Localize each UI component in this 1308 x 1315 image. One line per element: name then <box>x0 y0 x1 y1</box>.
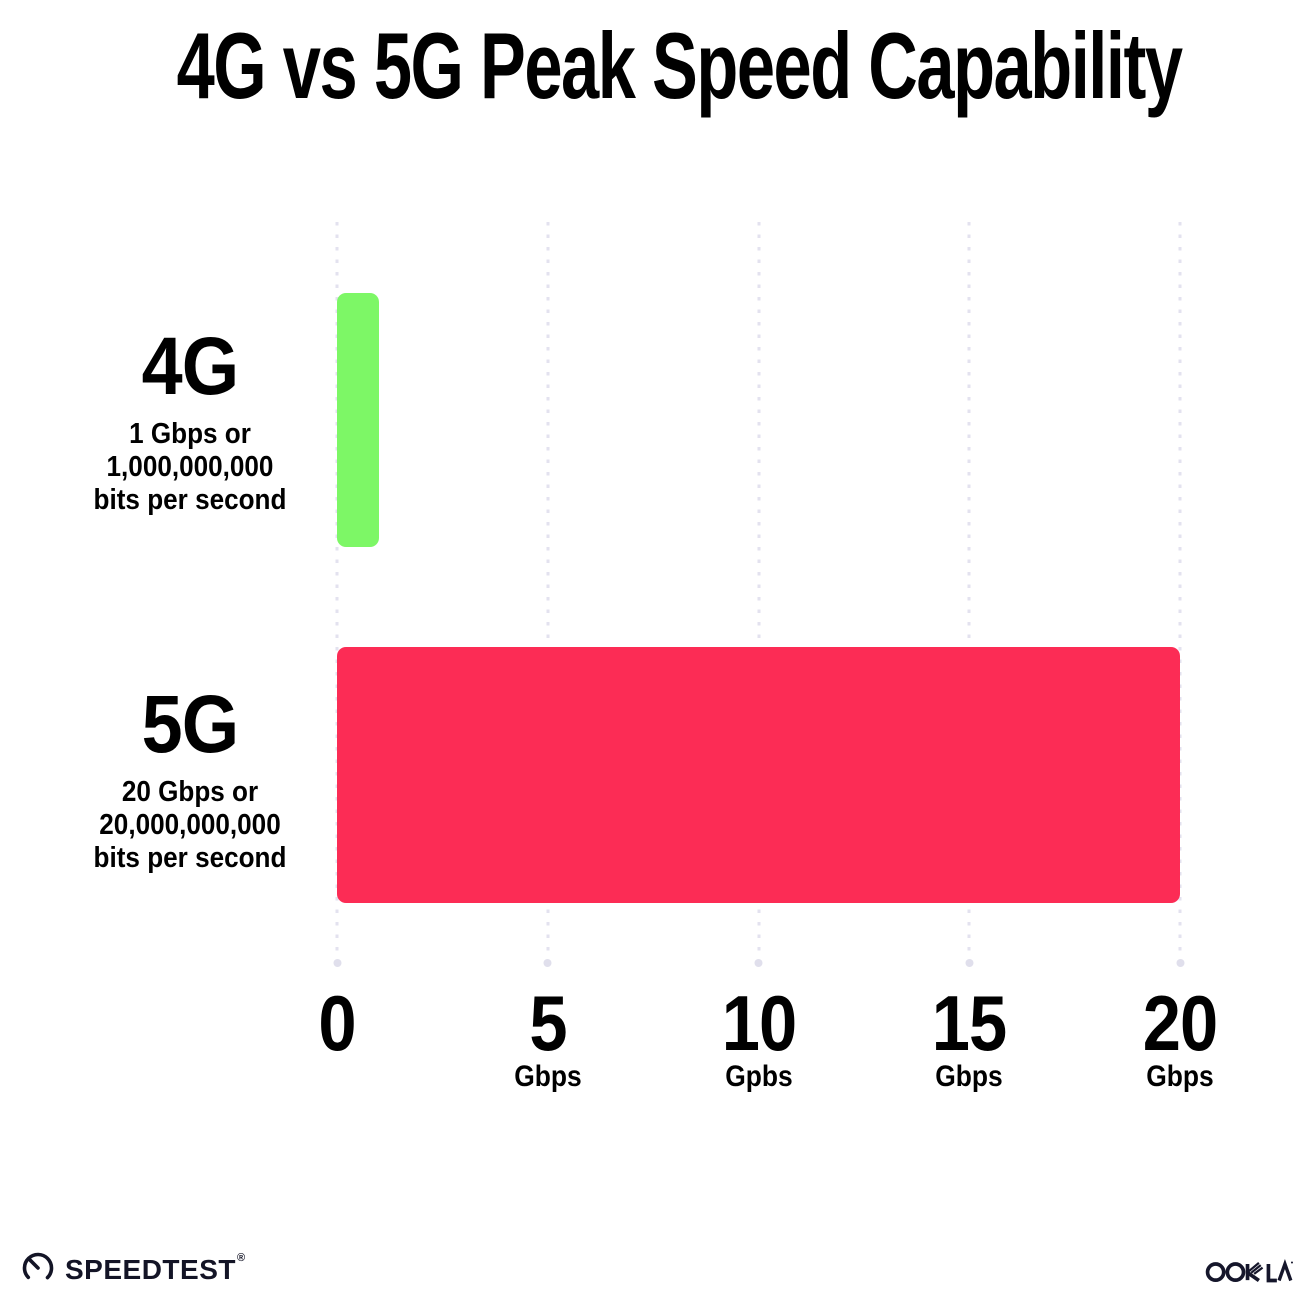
x-tick-20: 20 Gbps <box>1138 984 1223 1093</box>
x-tick-15-value: 15 <box>931 979 1007 1067</box>
category-sub-4g-line3: bits per second <box>93 484 287 516</box>
gridline-5 <box>546 222 550 958</box>
chart-title: 4G vs 5G Peak Speed Capability <box>176 13 1183 118</box>
category-sub-5g-line1: 20 Gbps or <box>121 776 259 808</box>
gridline-10 <box>757 222 760 958</box>
speedtest-wordmark: SPEEDTEST® <box>65 1251 246 1285</box>
ookla-logo <box>1205 1253 1293 1291</box>
x-tick-20-unit: Gbps <box>1146 1060 1214 1093</box>
x-tick-10-unit: Gpbs <box>724 1060 793 1093</box>
x-axis: 0 5 Gbps 10 Gpbs 15 Gbps 20 Gbp <box>318 984 1218 1104</box>
category-name-4g: 4G <box>141 321 240 412</box>
speedtest-logo: SPEEDTEST® <box>20 1250 246 1286</box>
bar-5g <box>337 647 1180 903</box>
ookla-trademark-dot <box>1290 1261 1293 1264</box>
x-tick-5: 5 Gbps <box>509 984 586 1093</box>
bar-4g <box>337 293 380 547</box>
x-tick-0: 0 <box>316 979 358 1067</box>
category-label-5g: 5G 20 Gbps or 20,000,000,000 bits per se… <box>50 684 331 875</box>
category-label-4g: 4G 1 Gbps or 1,000,000,000 bits per seco… <box>50 326 331 517</box>
x-tick-10: 10 Gpbs <box>716 984 801 1093</box>
x-tick-15-unit: Gbps <box>935 1060 1003 1093</box>
speedtest-trademark: ® <box>236 1251 246 1264</box>
x-tick-5-value: 5 <box>529 979 567 1067</box>
category-sub-5g-line2: 20,000,000,000 <box>99 809 281 841</box>
category-name-5g: 5G <box>141 679 240 770</box>
speedtest-wordmark-text: SPEEDTEST <box>65 1253 236 1285</box>
x-tick-5-unit: Gbps <box>514 1060 582 1093</box>
gridline-0 <box>335 222 339 958</box>
x-tick-0-value: 0 <box>318 979 356 1067</box>
speedtest-gauge-icon <box>20 1250 56 1286</box>
x-tick-15: 15 Gbps <box>927 984 1012 1093</box>
category-sub-4g-line2: 1,000,000,000 <box>106 451 274 483</box>
category-sub-5g-line3: bits per second <box>93 842 287 874</box>
category-sub-4g-line1: 1 Gbps or <box>129 418 251 450</box>
x-tick-10-value: 10 <box>721 979 796 1067</box>
gridline-20 <box>1178 222 1182 958</box>
gridline-15 <box>967 222 971 958</box>
x-tick-20-value: 20 <box>1142 979 1218 1067</box>
plot-area <box>335 222 1182 958</box>
